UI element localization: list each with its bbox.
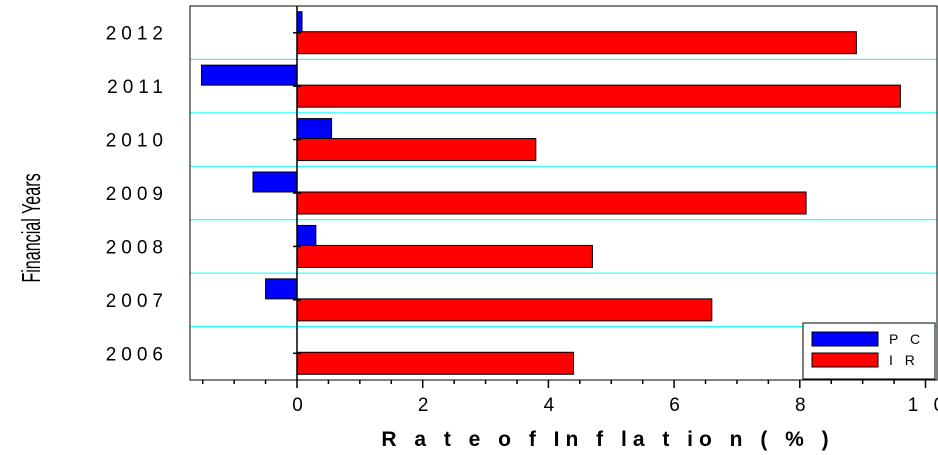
bar-ir-2009 xyxy=(296,191,807,215)
legend: P C I R xyxy=(802,322,936,380)
bar-pc-2012 xyxy=(296,11,303,33)
bar-pc-2008 xyxy=(296,224,317,246)
bar-ir-2006 xyxy=(296,351,575,375)
bar-pc-2009 xyxy=(252,171,298,193)
y-tick-label: 2008 xyxy=(106,237,168,258)
plot-frame xyxy=(189,5,938,381)
bar-ir-2010 xyxy=(296,138,537,162)
y-axis-title: Financial Years xyxy=(16,173,46,282)
x-tick-label: 8 xyxy=(795,395,811,416)
y-tick-label: 2007 xyxy=(106,291,168,312)
y-tick-label: 2012 xyxy=(106,24,168,45)
bar-pc-2007 xyxy=(265,278,298,300)
bar-ir-2011 xyxy=(296,84,901,108)
x-tick-label: 0 xyxy=(292,395,308,416)
x-tick-label: 1 0 xyxy=(908,395,938,416)
gridlines xyxy=(190,58,937,328)
x-tick-labels: 0 2 4 6 8 1 0 xyxy=(292,395,938,416)
x-tick-label: 6 xyxy=(669,395,685,416)
y-tick-labels: 2012 2011 2010 2009 2008 2007 2006 xyxy=(106,24,168,366)
y-tick-label: 2010 xyxy=(106,131,168,152)
bar-pc-2010 xyxy=(296,118,333,140)
x-ticks xyxy=(201,380,927,388)
bar-pc-2011 xyxy=(200,64,298,86)
bars xyxy=(200,11,901,375)
y-ticks xyxy=(293,31,301,355)
x-axis-title: R a t e o f In f la t io n ( % ) xyxy=(381,428,834,451)
bar-ir-2012 xyxy=(296,31,857,55)
y-tick-label: 2011 xyxy=(107,77,168,98)
y-tick-label: 2009 xyxy=(106,184,168,205)
x-tick-label: 2 xyxy=(418,395,434,416)
legend-label-ir: I R xyxy=(889,352,919,368)
legend-swatch-pc xyxy=(811,331,879,347)
bar-ir-2007 xyxy=(296,298,713,322)
legend-label-pc: P C xyxy=(889,331,924,347)
legend-swatch-ir xyxy=(811,352,879,368)
y-tick-label: 2006 xyxy=(106,344,168,365)
bar-ir-2008 xyxy=(296,244,593,268)
x-tick-label: 4 xyxy=(544,395,560,416)
